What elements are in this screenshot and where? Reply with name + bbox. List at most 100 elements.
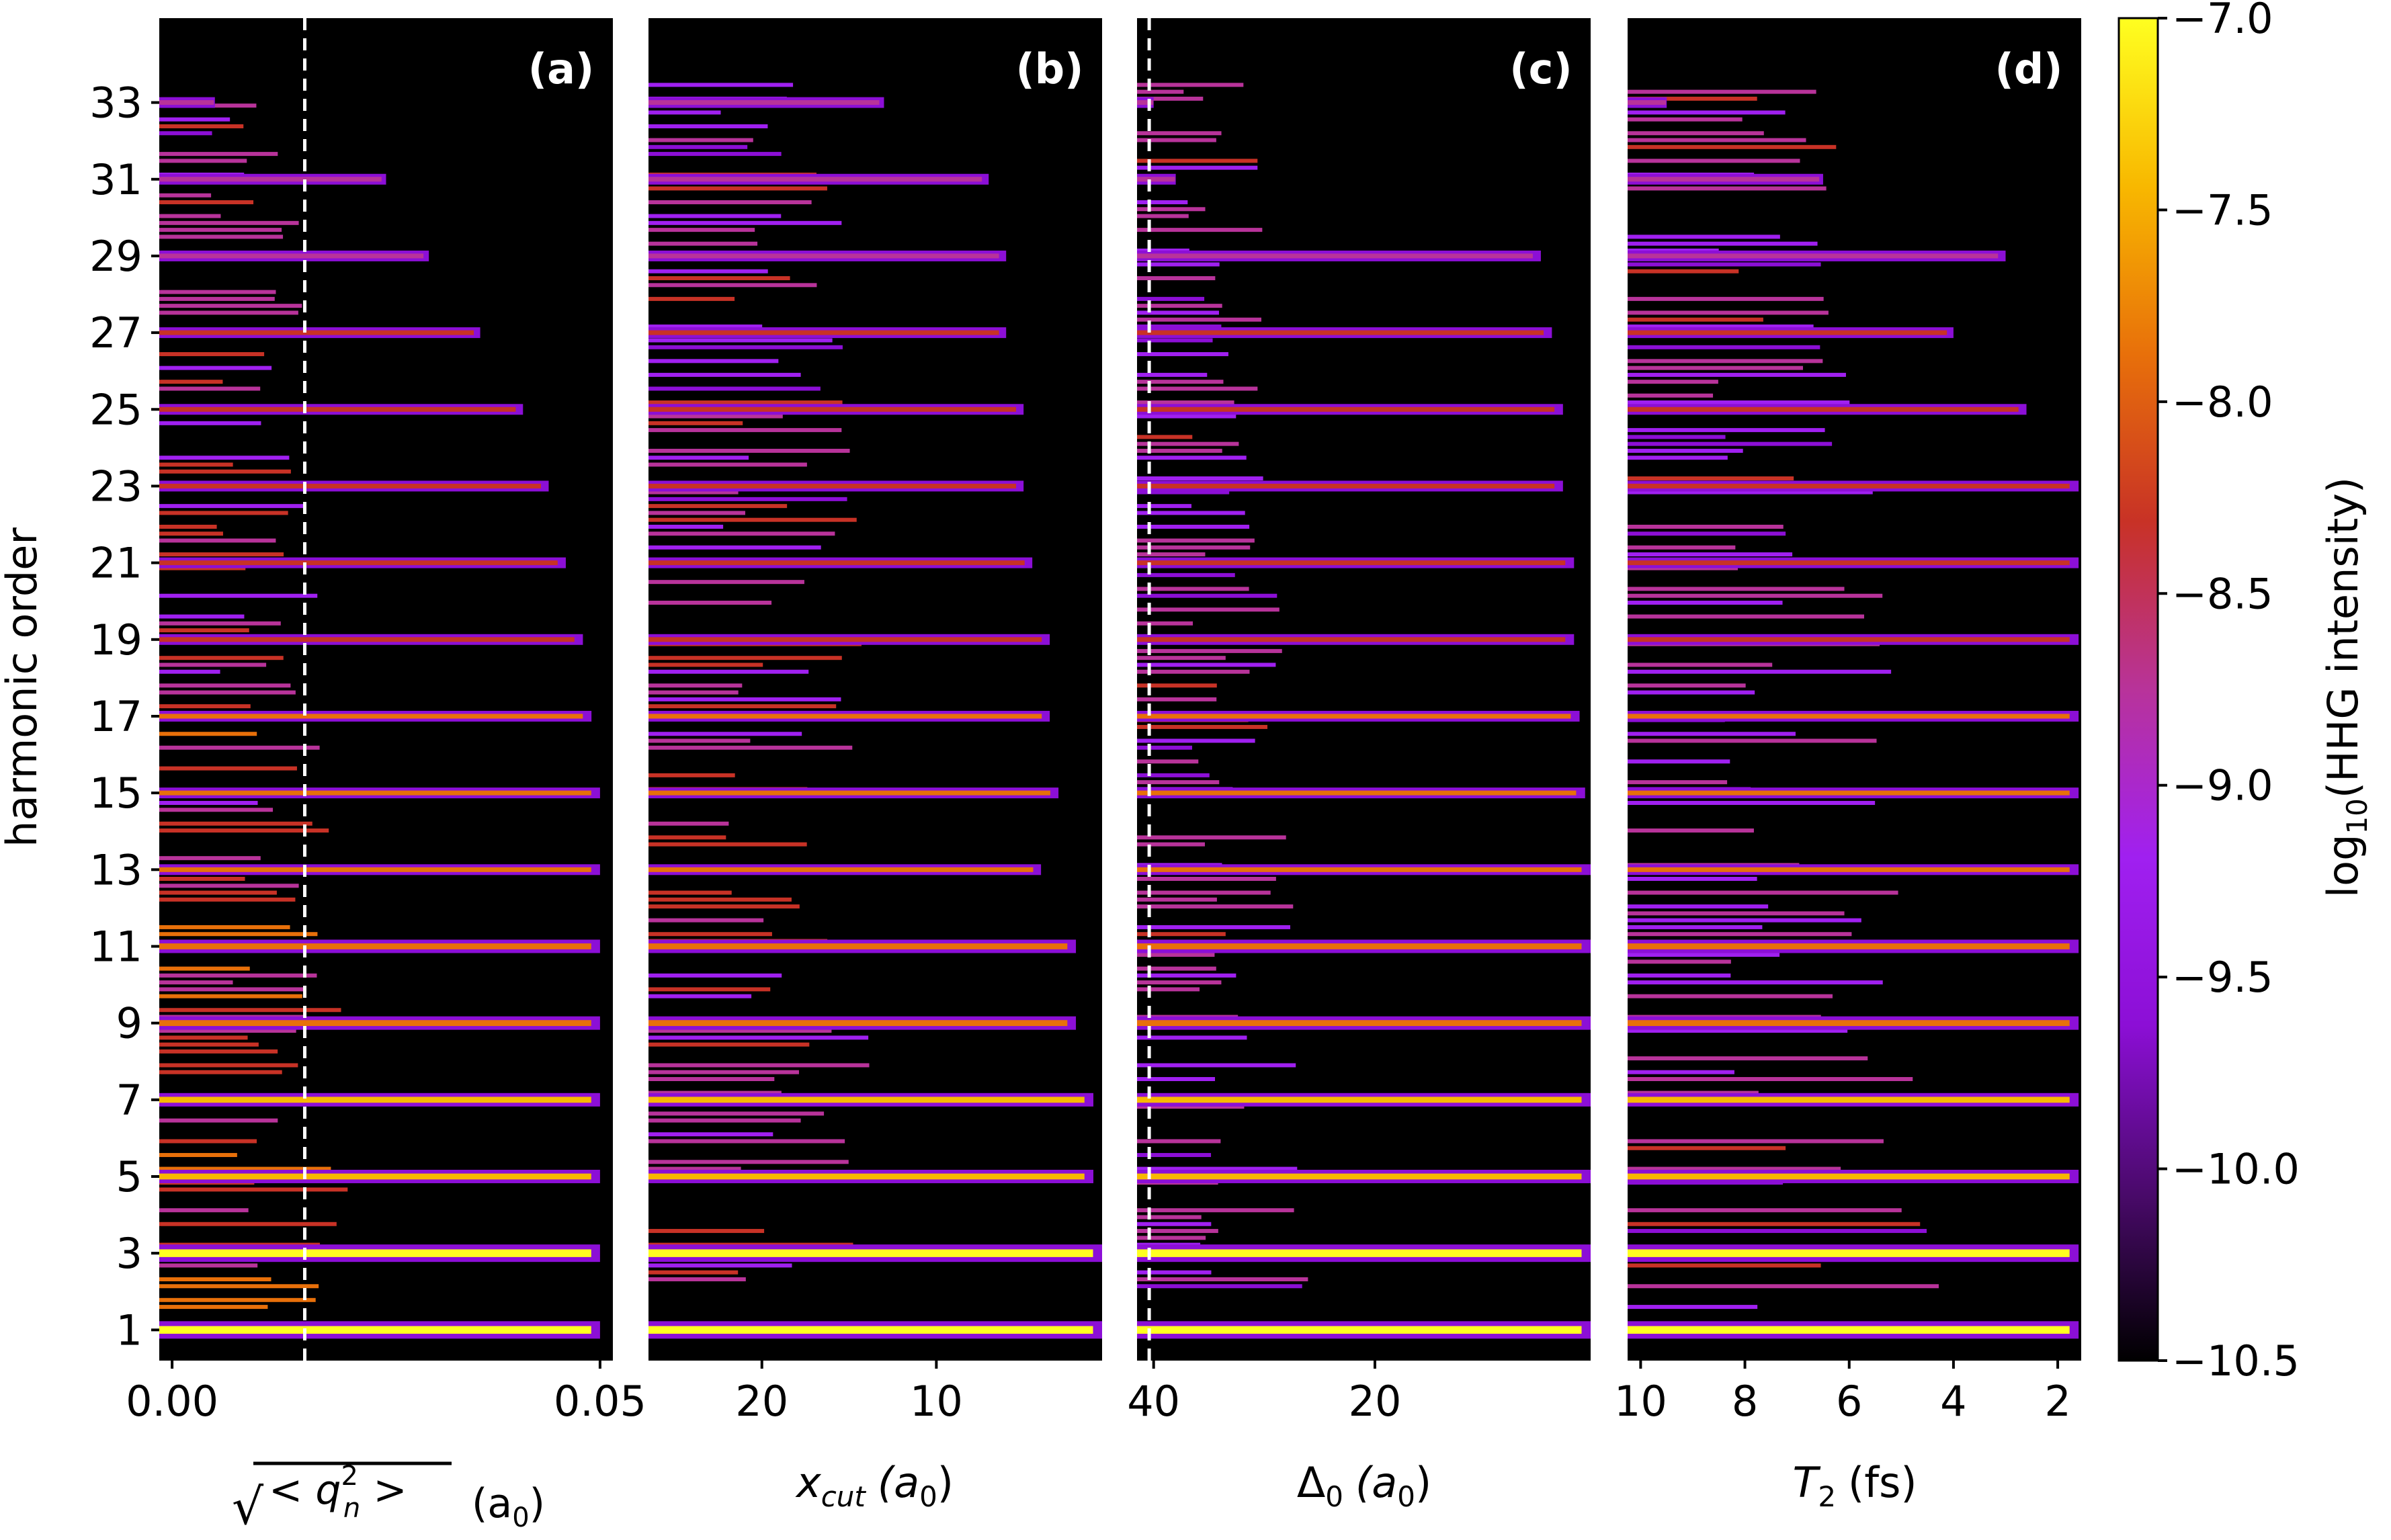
background-band [648, 835, 726, 840]
background-band [1628, 372, 1846, 377]
background-band [1628, 1229, 1927, 1234]
background-band [159, 159, 247, 163]
background-band [1137, 1076, 1216, 1081]
background-band [1628, 262, 1821, 267]
harmonic-line-core [159, 943, 591, 949]
background-band [1628, 1070, 1734, 1074]
harmonic-line-core [648, 1097, 1085, 1103]
background-band [1628, 435, 1726, 439]
background-band [1628, 800, 1876, 805]
background-band [648, 904, 800, 909]
background-band [159, 469, 291, 474]
background-band [1628, 932, 1852, 937]
background-band [159, 1284, 319, 1289]
background-band [648, 448, 850, 453]
background-band [1628, 662, 1773, 667]
xlabel-b-unit-sub: 0 [919, 1480, 937, 1513]
background-band [1628, 345, 1820, 349]
background-band [1628, 456, 1728, 460]
background-band [648, 994, 752, 998]
background-band [159, 1166, 331, 1171]
background-band [648, 669, 809, 674]
background-band [648, 152, 782, 157]
harmonic-line-core [1137, 1097, 1582, 1103]
background-band [1628, 1090, 1759, 1095]
background-band [159, 352, 265, 357]
background-band [1628, 117, 1743, 122]
xlabel-c-unit-close: ) [1415, 1458, 1431, 1507]
background-band [648, 456, 749, 460]
background-band [159, 980, 233, 985]
background-band [648, 1139, 845, 1144]
background-band [1137, 662, 1276, 667]
xlabel-a-close: > [360, 1467, 407, 1514]
harmonic-line-core [159, 1326, 591, 1334]
background-band [159, 380, 223, 384]
background-band [1137, 414, 1236, 419]
x-tick-label: 0.00 [126, 1377, 218, 1426]
colorbar: −7.0 −7.5 −8.0 −8.5 −9.0 −9.5 −10.0 −10.5 log10… [2117, 0, 2374, 1385]
background-band [648, 283, 817, 288]
y-tick-label: 27 [89, 308, 142, 357]
harmonic-line-core [159, 100, 214, 105]
xlabel-d-unit: (fs) [1848, 1458, 1917, 1507]
background-band [648, 228, 755, 232]
colorbar-ticks: −7.0 −7.5 −8.0 −8.5 −9.0 −9.5 −10.0 −10.5 [2158, 0, 2300, 1385]
background-band [1137, 1105, 1245, 1109]
harmonic-line-core [648, 100, 880, 105]
background-band [1137, 490, 1230, 495]
background-band [159, 621, 281, 626]
harmonic-line-core [648, 407, 1017, 412]
harmonic-line-core [648, 943, 1068, 949]
background-band [1628, 490, 1873, 495]
background-band [1137, 276, 1216, 281]
background-band [1628, 600, 1783, 605]
harmonic-line-core [648, 637, 1042, 642]
background-band [1628, 96, 1757, 101]
panel-b-x-label: xcut (a0) [795, 1458, 954, 1513]
harmonic-line-core [1137, 1326, 1582, 1334]
background-band [159, 1305, 268, 1310]
background-band [648, 1263, 792, 1268]
background-band [159, 1070, 282, 1074]
background-band [159, 1049, 278, 1054]
background-band [1628, 1056, 1868, 1061]
panel-c-heatmap [1137, 83, 1591, 1339]
background-band [648, 345, 843, 349]
background-band [648, 821, 729, 826]
background-band [1137, 1229, 1218, 1234]
harmonic-line-core [1628, 560, 2070, 566]
background-band [1137, 925, 1290, 929]
background-band [1628, 393, 1714, 398]
x-tick-label: 4 [1940, 1377, 1966, 1426]
background-band [1628, 159, 1800, 163]
background-band [1137, 310, 1219, 315]
harmonic-line-core [1628, 943, 2070, 949]
background-band [159, 745, 320, 750]
background-band [1628, 441, 1833, 446]
background-band [648, 842, 807, 847]
background-band [1628, 1284, 1939, 1289]
background-band [648, 414, 783, 419]
background-band [1137, 973, 1236, 978]
background-band [1628, 593, 1883, 598]
background-band [1137, 159, 1258, 163]
background-band [1137, 131, 1222, 136]
background-band [159, 662, 267, 667]
background-band [648, 1063, 870, 1068]
background-band [1137, 1166, 1298, 1171]
xlabel-a-unit: (a [472, 1480, 512, 1527]
harmonic-line-core [1628, 1326, 2070, 1334]
background-band [159, 1035, 248, 1040]
y-tick-label: 19 [89, 615, 142, 665]
background-band [159, 296, 275, 301]
harmonic-line-core [648, 253, 999, 259]
background-band [159, 821, 312, 826]
harmonic-line-core [648, 867, 1034, 872]
xlabel-a-sub: n [343, 1493, 360, 1524]
harmonic-line-core [159, 790, 591, 796]
y-tick-label: 15 [89, 769, 142, 818]
background-band [1137, 648, 1282, 653]
background-band [648, 504, 788, 509]
harmonic-line-core [1628, 407, 2019, 412]
